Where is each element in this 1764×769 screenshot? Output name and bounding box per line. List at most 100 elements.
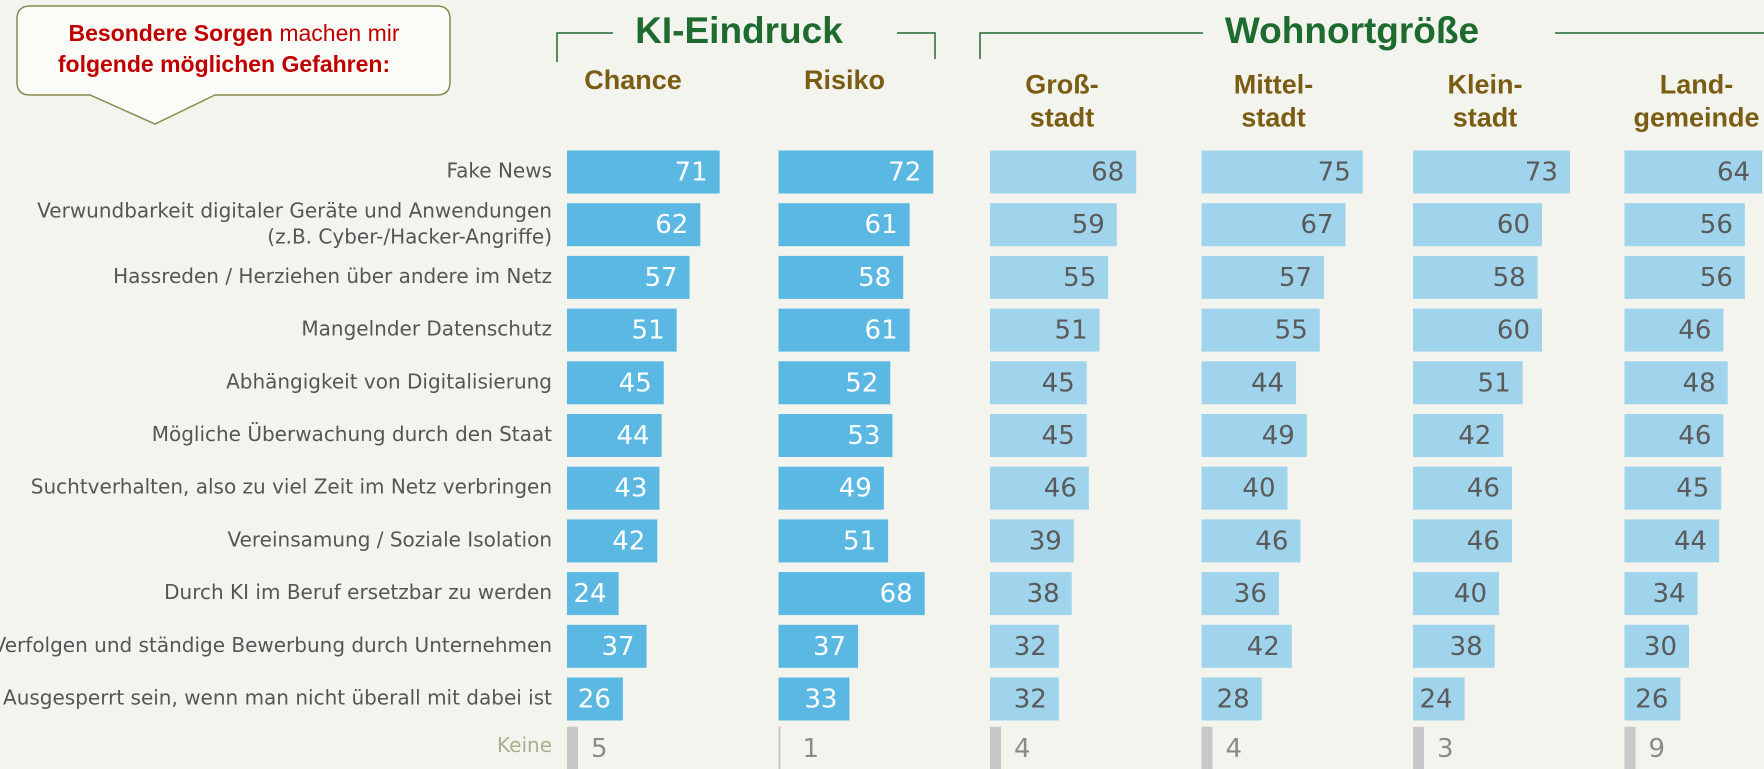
none-value: 3	[1437, 734, 1454, 764]
none-marker	[778, 726, 781, 769]
callout-box	[16, 5, 451, 125]
bar	[567, 255, 690, 299]
value-label: 45	[1042, 368, 1075, 398]
bar	[1413, 414, 1504, 457]
bar	[990, 414, 1087, 457]
bar	[778, 150, 934, 194]
text-line: Klein-	[1447, 70, 1522, 100]
value-label: 24	[1420, 685, 1453, 715]
bar	[1413, 519, 1512, 563]
value-label: 56	[1700, 210, 1733, 240]
value-label: 38	[1027, 579, 1060, 609]
bar	[1413, 255, 1538, 299]
none-value: 9	[1649, 734, 1666, 764]
category-label: Suchtverhalten, also zu viel Zeit im Net…	[31, 475, 552, 499]
bar	[567, 466, 660, 510]
value-label: 55	[1063, 263, 1096, 293]
value-label: 52	[845, 368, 878, 398]
value-label: 72	[888, 158, 921, 188]
callout-text: folgende möglichen Gefahren:	[58, 51, 390, 77]
category-label: Hassreden / Herziehen über andere im Net…	[113, 264, 552, 288]
value-label: 44	[1674, 526, 1707, 556]
bar	[1201, 414, 1307, 457]
callout-text: machen mir	[273, 20, 400, 46]
bar	[990, 572, 1072, 616]
bar	[990, 519, 1074, 563]
bar	[990, 255, 1109, 299]
column-header: Groß-stadt	[1025, 70, 1099, 133]
value-label: 58	[858, 263, 891, 293]
value-label: 73	[1525, 158, 1558, 188]
value-label: 62	[655, 210, 688, 240]
value-label: 42	[612, 526, 645, 556]
bar	[778, 361, 891, 405]
value-label: 40	[1242, 474, 1275, 504]
none-value: 1	[803, 734, 820, 764]
value-label: 38	[1450, 632, 1483, 662]
group-title: Wohnortgröße	[1225, 10, 1479, 51]
bar	[1624, 624, 1689, 668]
bar	[567, 308, 677, 352]
value-label: 75	[1318, 158, 1351, 188]
category-label: Verfolgen und ständige Bewerbung durch U…	[0, 633, 552, 657]
bar	[778, 308, 910, 352]
bar	[567, 624, 647, 668]
text-line: stadt	[1030, 103, 1095, 133]
value-label: 58	[1493, 263, 1526, 293]
bar	[1413, 466, 1512, 510]
bar	[778, 414, 893, 457]
text-line: Verwundbarkeit digitaler Geräte und Anwe…	[37, 198, 552, 222]
none-marker	[1201, 726, 1213, 769]
bar	[1201, 572, 1279, 616]
bar	[1201, 361, 1297, 405]
bar	[567, 150, 720, 194]
value-label: 34	[1653, 579, 1686, 609]
none-label: Keine	[497, 733, 552, 757]
value-label: 32	[1014, 632, 1047, 662]
bar	[1413, 624, 1495, 668]
value-label: 48	[1683, 368, 1716, 398]
value-label: 60	[1497, 316, 1530, 346]
category-label: Vereinsamung / Soziale Isolation	[227, 527, 552, 551]
value-label: 24	[574, 579, 607, 609]
text-line: stadt	[1241, 103, 1306, 133]
value-label: 68	[880, 579, 913, 609]
bar	[1201, 519, 1301, 563]
value-label: 46	[1678, 316, 1711, 346]
value-label: 71	[675, 158, 708, 188]
bar	[1624, 677, 1681, 721]
column-header: Risiko	[804, 65, 885, 95]
column-header: Mittel-stadt	[1234, 70, 1313, 133]
value-label: 57	[644, 263, 677, 293]
column-header: Chance	[584, 65, 682, 95]
text-line: (z.B. Cyber-/Hacker-Angriffe)	[267, 224, 552, 248]
value-label: 32	[1014, 685, 1047, 715]
bar	[567, 361, 664, 405]
bar	[990, 677, 1059, 721]
value-label: 64	[1717, 158, 1750, 188]
value-label: 45	[1042, 421, 1075, 451]
bar	[1624, 519, 1720, 563]
value-label: 26	[578, 685, 611, 715]
bar	[990, 624, 1059, 668]
value-label: 46	[1467, 526, 1500, 556]
bar	[778, 677, 850, 721]
none-marker	[1413, 726, 1424, 769]
none-value: 5	[591, 734, 608, 764]
category-label: Mögliche Überwachung durch den Staat	[152, 422, 552, 446]
bar	[990, 150, 1137, 194]
bar	[778, 519, 889, 563]
value-label: 39	[1029, 526, 1062, 556]
value-label: 49	[839, 474, 872, 504]
value-label: 46	[1255, 526, 1288, 556]
value-label: 33	[804, 685, 837, 715]
bar	[1201, 466, 1288, 510]
value-label: 59	[1072, 210, 1105, 240]
text-line: Land-	[1660, 70, 1734, 100]
bar	[990, 361, 1087, 405]
bar	[1624, 361, 1728, 405]
value-label: 45	[1676, 474, 1709, 504]
category-label: Fake News	[447, 159, 553, 183]
